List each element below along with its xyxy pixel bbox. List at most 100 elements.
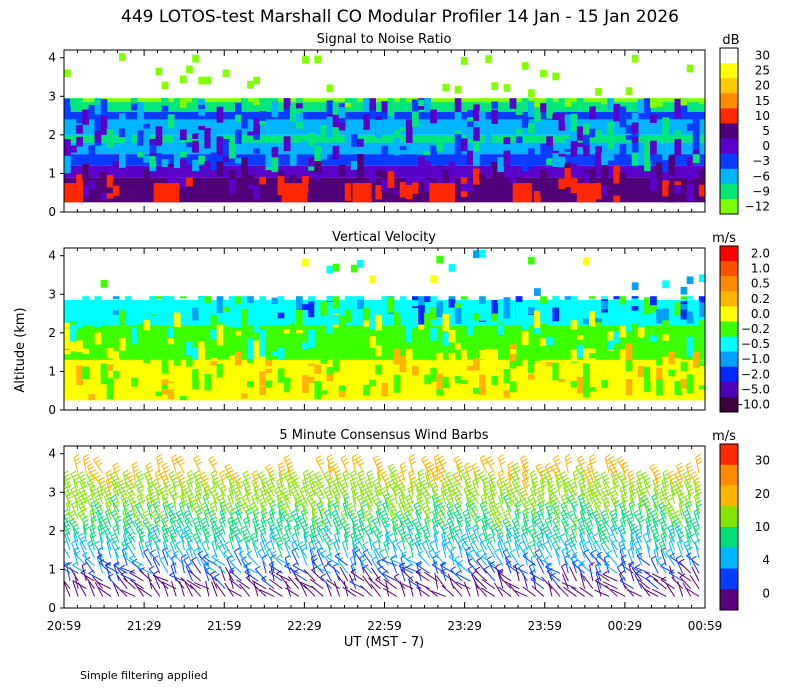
heatmap-cell bbox=[686, 374, 694, 394]
wind-barb-flag bbox=[346, 502, 353, 507]
wind-barb bbox=[643, 481, 651, 497]
wind-barb-flag bbox=[441, 538, 448, 543]
wind-barb-flag bbox=[634, 528, 641, 533]
heatmap-cell bbox=[698, 385, 705, 390]
wind-barb bbox=[326, 496, 332, 512]
wind-barb bbox=[548, 495, 553, 512]
wind-barb-flag bbox=[524, 503, 531, 508]
wind-barb bbox=[481, 555, 496, 566]
heatmap-cell bbox=[466, 365, 474, 371]
wind-barb bbox=[93, 475, 104, 489]
wind-barb-flag bbox=[499, 473, 505, 477]
wind-barb-flag bbox=[178, 520, 184, 525]
wind-barb-flag bbox=[365, 497, 372, 502]
wind-barb-flag bbox=[504, 481, 511, 486]
wind-barb-flag bbox=[406, 555, 412, 560]
wind-barb-flag bbox=[552, 497, 559, 502]
wind-barb bbox=[162, 534, 169, 551]
heatmap-cell bbox=[76, 310, 83, 329]
wind-barb bbox=[352, 549, 357, 566]
wind-barb bbox=[414, 535, 422, 551]
heatmap-cell bbox=[167, 114, 175, 129]
wind-barb-flag bbox=[283, 490, 289, 494]
wind-barb bbox=[90, 503, 95, 520]
snr-panel-title: Signal to Noise Ratio bbox=[317, 32, 452, 47]
wind-barb bbox=[415, 563, 430, 574]
wind-barb-flag bbox=[359, 519, 366, 524]
colorbar-frame bbox=[719, 443, 739, 611]
wind-barb-flag bbox=[246, 511, 253, 516]
heatmap-cell bbox=[381, 382, 389, 397]
wind-barb bbox=[356, 527, 365, 543]
wind-barb-flag bbox=[569, 513, 575, 518]
heatmap-cell bbox=[82, 296, 90, 304]
wind-barb-flag bbox=[73, 492, 80, 497]
wind-barb-flag bbox=[589, 457, 596, 462]
heatmap-cell bbox=[503, 177, 511, 197]
heatmap-cell bbox=[424, 150, 431, 156]
wind-barb-flag bbox=[608, 486, 615, 491]
wind-barb bbox=[476, 552, 488, 566]
wind-barb-flag bbox=[333, 478, 339, 482]
wind-barb bbox=[162, 542, 169, 559]
wind-barb-flag bbox=[158, 510, 165, 515]
wind-barb bbox=[322, 536, 332, 551]
heatmap-cell bbox=[411, 366, 419, 376]
wind-barb bbox=[73, 480, 79, 497]
heatmap-cell bbox=[448, 264, 456, 272]
wind-barb-flag bbox=[310, 500, 316, 505]
wind-barb-flag bbox=[387, 494, 394, 499]
wind-barb-flag bbox=[233, 517, 239, 522]
wind-barb bbox=[326, 457, 332, 474]
wind-barb-flag bbox=[171, 535, 178, 539]
wind-barb bbox=[187, 542, 194, 559]
wind-barb-flag bbox=[688, 468, 694, 473]
wind-barb bbox=[303, 472, 308, 489]
wind-barb-flag bbox=[396, 540, 403, 545]
wind-barb-flag bbox=[567, 510, 573, 515]
heatmap-cell bbox=[64, 328, 71, 349]
wind-barb bbox=[118, 482, 128, 497]
wind-barb bbox=[658, 543, 667, 559]
wind-barb bbox=[161, 496, 169, 512]
vv-unit: m/s bbox=[712, 231, 736, 246]
wind-barb bbox=[99, 534, 104, 551]
heatmap-cell bbox=[253, 320, 260, 333]
heatmap-cell bbox=[161, 81, 169, 90]
heatmap-cell bbox=[192, 98, 199, 105]
heatmap-cell bbox=[326, 116, 334, 138]
x-tick-label: 22:29 bbox=[287, 619, 322, 633]
heatmap-cell bbox=[192, 140, 199, 153]
wind-barb-flag bbox=[318, 461, 325, 466]
wind-barb bbox=[409, 542, 414, 558]
wind-barb-flag bbox=[360, 558, 366, 563]
heatmap-cell bbox=[137, 98, 144, 102]
wind-barb bbox=[674, 528, 684, 543]
wind-barb bbox=[332, 489, 341, 505]
heatmap-cell bbox=[363, 114, 370, 130]
heatmap-cell bbox=[320, 178, 328, 186]
wind-barb-flag bbox=[571, 500, 578, 505]
wind-barb-flag bbox=[457, 465, 464, 470]
heatmap-cell bbox=[466, 127, 474, 140]
wind-barb bbox=[678, 495, 684, 512]
wind-barb-flag bbox=[146, 465, 153, 470]
wind-barb-flag bbox=[551, 540, 558, 545]
wind-barb-flag bbox=[314, 517, 321, 522]
colorbar-label: 10 bbox=[755, 520, 770, 534]
wind-barb-flag bbox=[409, 454, 415, 458]
wind-barb bbox=[259, 542, 267, 559]
wind-barb bbox=[110, 474, 120, 489]
heatmap-cell bbox=[698, 274, 705, 283]
heatmap-cell bbox=[625, 313, 633, 332]
wind-barb-flag bbox=[476, 549, 482, 554]
wind-barb-flag bbox=[178, 474, 184, 478]
wind-barb bbox=[390, 558, 398, 574]
heatmap-cell bbox=[430, 355, 437, 361]
wind-barb bbox=[464, 519, 471, 535]
heatmap-cell bbox=[521, 309, 529, 330]
wind-barb bbox=[219, 565, 226, 582]
wind-barb-flag bbox=[417, 484, 423, 489]
wind-barb-flag bbox=[357, 524, 363, 529]
wind-barb-flag bbox=[429, 540, 436, 545]
